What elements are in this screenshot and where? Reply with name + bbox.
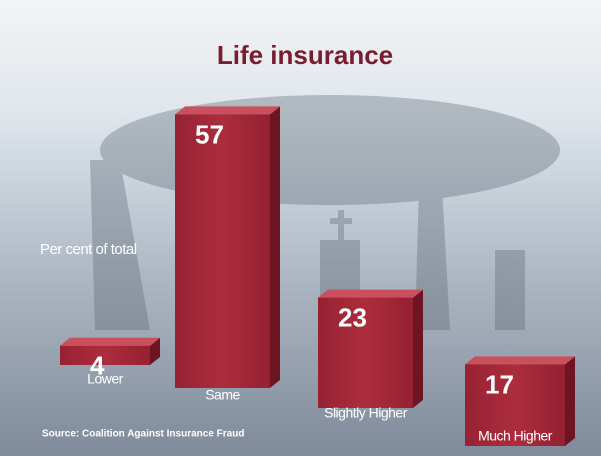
x-tick-label: Slightly Higher (324, 405, 408, 421)
value-label: 23 (338, 302, 367, 332)
x-tick-label: Lower (87, 371, 123, 387)
bar-top (465, 356, 575, 364)
bar-top (318, 290, 423, 298)
bar-side (270, 106, 280, 388)
bar-shade (175, 114, 270, 388)
bar-side (565, 356, 575, 446)
chart-title: Life insurance (217, 40, 393, 70)
axis-label: Per cent of total (40, 241, 137, 258)
source: Source: Coalition Against Insurance Frau… (42, 429, 244, 440)
bar-top (60, 338, 160, 346)
chart: Life insurance Per cent of total Source:… (0, 0, 601, 456)
value-label: 17 (485, 369, 514, 399)
bar-shade (60, 346, 150, 365)
bar-side (413, 290, 423, 408)
page: Life insurance Per cent of total Source:… (0, 0, 601, 456)
x-tick-label: Same (205, 387, 240, 403)
value-label: 57 (195, 119, 224, 149)
x-tick-label: Much Higher (478, 428, 553, 444)
bar-top (175, 106, 280, 114)
